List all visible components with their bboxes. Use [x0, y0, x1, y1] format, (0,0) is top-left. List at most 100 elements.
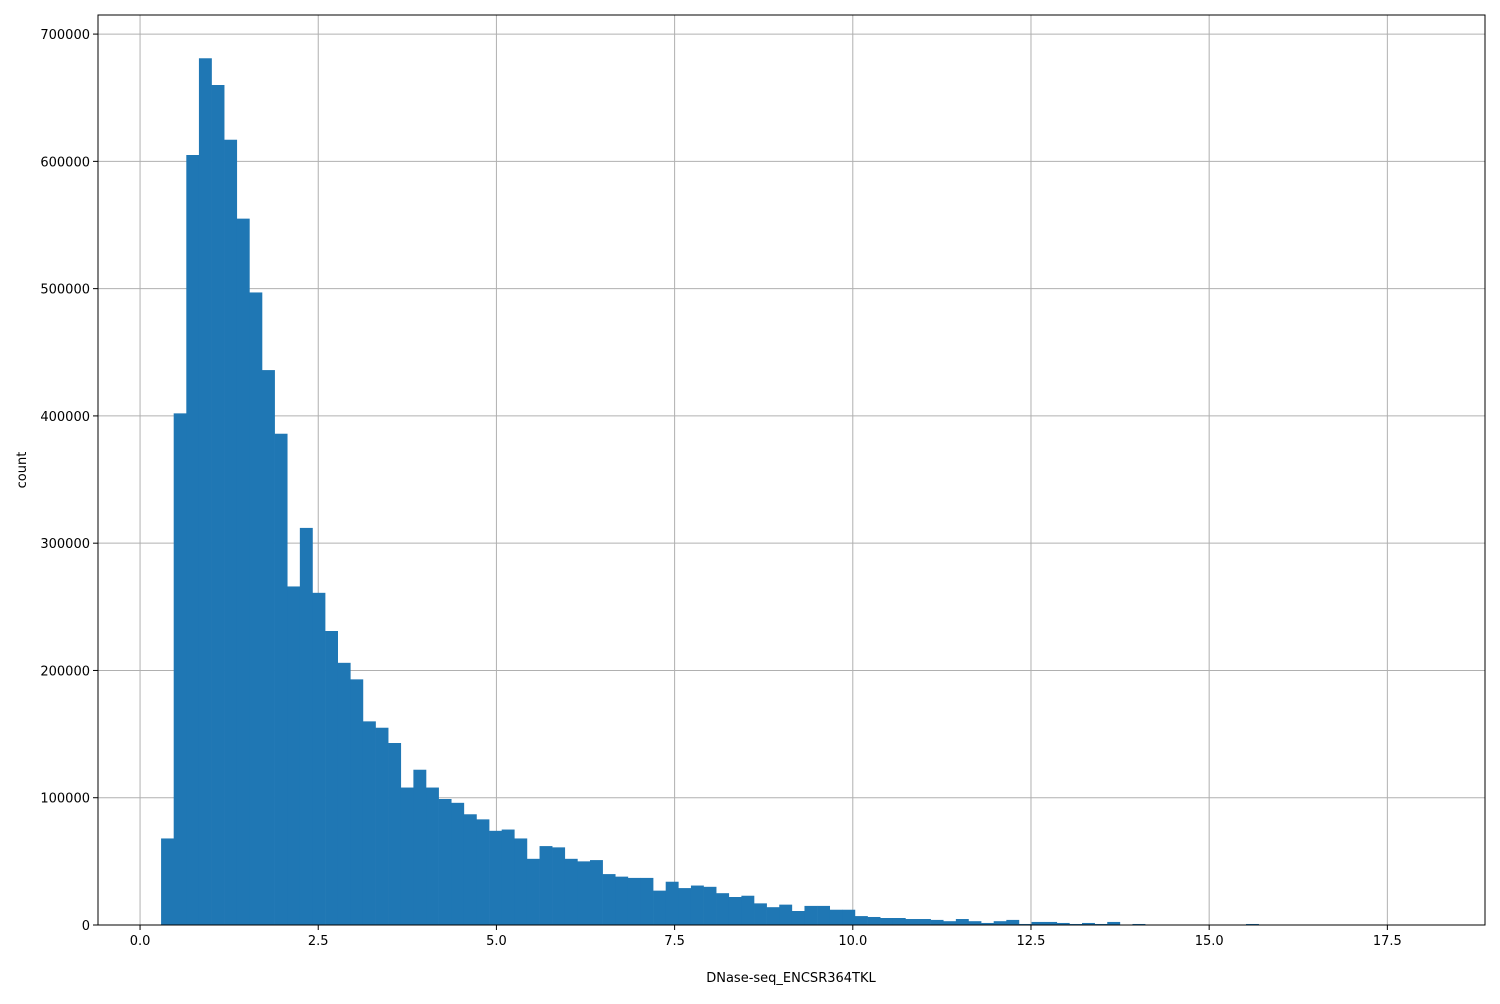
- histogram-bar: [842, 909, 856, 925]
- histogram-bar: [526, 858, 540, 925]
- x-tick-label: 15.0: [1195, 934, 1224, 949]
- histogram-bar: [892, 918, 906, 925]
- histogram-bar: [312, 592, 326, 925]
- histogram-bar: [236, 218, 250, 926]
- y-axis-ticks: 0 100000 200000 300000 400000 500000 600000 700…: [40, 28, 98, 934]
- histogram-bar: [1069, 923, 1083, 925]
- y-tick-label: 600000: [40, 155, 90, 170]
- histogram-bar: [1018, 923, 1032, 925]
- histogram-bar: [918, 919, 931, 925]
- histogram-bar: [388, 743, 402, 925]
- histogram-bar: [1094, 923, 1108, 925]
- histogram-bar: [274, 433, 288, 925]
- histogram-bar: [791, 911, 805, 925]
- y-tick-label: 400000: [40, 410, 90, 425]
- histogram-bar: [1246, 923, 1259, 925]
- histogram-bar: [1006, 919, 1020, 925]
- histogram-bar: [905, 919, 919, 925]
- histogram-bar: [590, 860, 603, 925]
- histogram-bar: [880, 918, 894, 925]
- histogram-bar: [993, 921, 1007, 925]
- histogram-bar: [564, 858, 578, 925]
- y-tick-label: 200000: [40, 664, 90, 679]
- histogram-bar: [186, 155, 200, 925]
- histogram-bar: [653, 890, 667, 925]
- x-tick-label: 17.5: [1373, 934, 1402, 949]
- x-tick-label: 2.5: [308, 934, 329, 949]
- histogram-bar: [463, 814, 477, 925]
- histogram-bar: [867, 916, 881, 925]
- histogram-bar: [539, 846, 553, 925]
- y-tick-label: 500000: [40, 283, 90, 298]
- histogram-bar: [325, 631, 338, 925]
- y-axis-label: count: [15, 452, 30, 489]
- histogram-bar: [955, 919, 969, 925]
- histogram-bar: [173, 413, 187, 925]
- histogram-bar: [1056, 922, 1070, 925]
- x-tick-label: 7.5: [664, 934, 685, 949]
- histogram-bar: [640, 877, 654, 925]
- histogram-bar: [375, 727, 389, 925]
- histogram-bar: [577, 861, 591, 925]
- histogram-bar: [627, 877, 641, 925]
- histogram-bar: [741, 895, 755, 925]
- histogram-bar: [665, 881, 679, 925]
- histogram-bar: [829, 909, 843, 925]
- histogram-bar: [690, 885, 704, 925]
- histogram-bar: [514, 838, 528, 925]
- histogram-bar: [161, 838, 174, 925]
- histogram-bar: [943, 921, 957, 925]
- x-axis-ticks: 0.0 2.5 5.0 7.5 10.0 12.5 15.0 17.5: [130, 925, 1402, 949]
- bars: [161, 58, 1259, 926]
- histogram-bar: [766, 907, 780, 925]
- histogram-bar: [854, 916, 868, 925]
- histogram-bar: [1107, 921, 1121, 925]
- x-tick-label: 5.0: [486, 934, 507, 949]
- histogram-bar: [224, 139, 238, 925]
- x-tick-label: 0.0: [130, 934, 151, 949]
- histogram-bar: [476, 819, 490, 925]
- x-tick-label: 12.5: [1017, 934, 1046, 949]
- histogram-bar: [262, 370, 275, 925]
- histogram-bar: [728, 897, 742, 925]
- histogram-bar: [350, 679, 364, 925]
- histogram-bar: [426, 787, 439, 925]
- histogram-bar: [1044, 921, 1058, 925]
- histogram-bar: [198, 58, 212, 926]
- histogram-bar: [400, 787, 414, 925]
- histogram-bar: [249, 292, 263, 925]
- histogram-bar: [930, 919, 944, 925]
- histogram-bar: [552, 847, 566, 925]
- histogram-bar: [968, 921, 982, 925]
- y-tick-label: 700000: [40, 28, 90, 43]
- x-tick-label: 10.0: [838, 934, 867, 949]
- histogram-bar: [602, 874, 616, 925]
- histogram-bar: [287, 586, 301, 925]
- histogram-bar: [1082, 922, 1095, 925]
- histogram-bar: [615, 876, 629, 925]
- histogram-bar: [362, 721, 376, 925]
- histogram-bar: [678, 888, 692, 925]
- histogram-bar: [804, 905, 818, 925]
- histogram-bar: [1132, 923, 1146, 925]
- histogram-bar: [981, 922, 995, 925]
- y-tick-label: 100000: [40, 792, 90, 807]
- y-tick-label: 300000: [40, 537, 90, 552]
- histogram-bar: [703, 886, 717, 925]
- histogram-bar: [754, 903, 767, 925]
- histogram-bar: [779, 904, 793, 925]
- histogram-bar: [413, 769, 427, 925]
- histogram-bar: [716, 893, 730, 925]
- histogram-bar: [211, 85, 225, 925]
- y-tick-label: 0: [82, 919, 90, 934]
- histogram-bar: [438, 799, 452, 925]
- histogram-bar: [299, 527, 313, 925]
- plot-frame: [97, 14, 1486, 926]
- histogram-bar: [1031, 921, 1045, 925]
- histogram-bar: [501, 829, 515, 925]
- histogram-bar: [489, 830, 502, 925]
- histogram-bar: [337, 662, 351, 925]
- histogram-bar: [451, 802, 465, 925]
- histogram-bar: [817, 905, 831, 925]
